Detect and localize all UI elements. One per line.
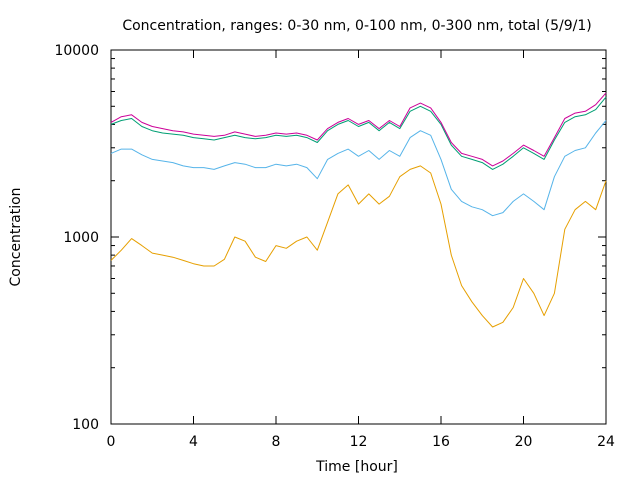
series-layer bbox=[110, 92, 607, 328]
y-axis: 100 1000 10000 bbox=[54, 43, 606, 433]
y-tick-label: 1000 bbox=[63, 230, 99, 246]
x-axis: 0 4 8 12 16 20 24 bbox=[107, 50, 615, 450]
chart-title: Concentration, ranges: 0-30 nm, 0-100 nm… bbox=[122, 18, 591, 34]
x-axis-label: Time [hour] bbox=[315, 459, 398, 475]
x-tick-label: 4 bbox=[189, 434, 198, 450]
series-line-3 bbox=[110, 96, 607, 170]
series-line-2 bbox=[110, 120, 607, 217]
x-tick-label: 16 bbox=[432, 434, 450, 450]
x-tick-label: 24 bbox=[597, 434, 615, 450]
y-axis-label: Concentration bbox=[8, 187, 24, 286]
x-tick-label: 8 bbox=[272, 434, 281, 450]
x-tick-label: 12 bbox=[350, 434, 368, 450]
series-line-1 bbox=[110, 165, 607, 328]
y-tick-label: 10000 bbox=[54, 43, 99, 59]
y-tick-label: 100 bbox=[72, 417, 99, 433]
plot-frame bbox=[110, 49, 607, 425]
x-tick-label: 0 bbox=[107, 434, 116, 450]
x-tick-label: 20 bbox=[515, 434, 533, 450]
series-line-4 bbox=[110, 92, 607, 167]
